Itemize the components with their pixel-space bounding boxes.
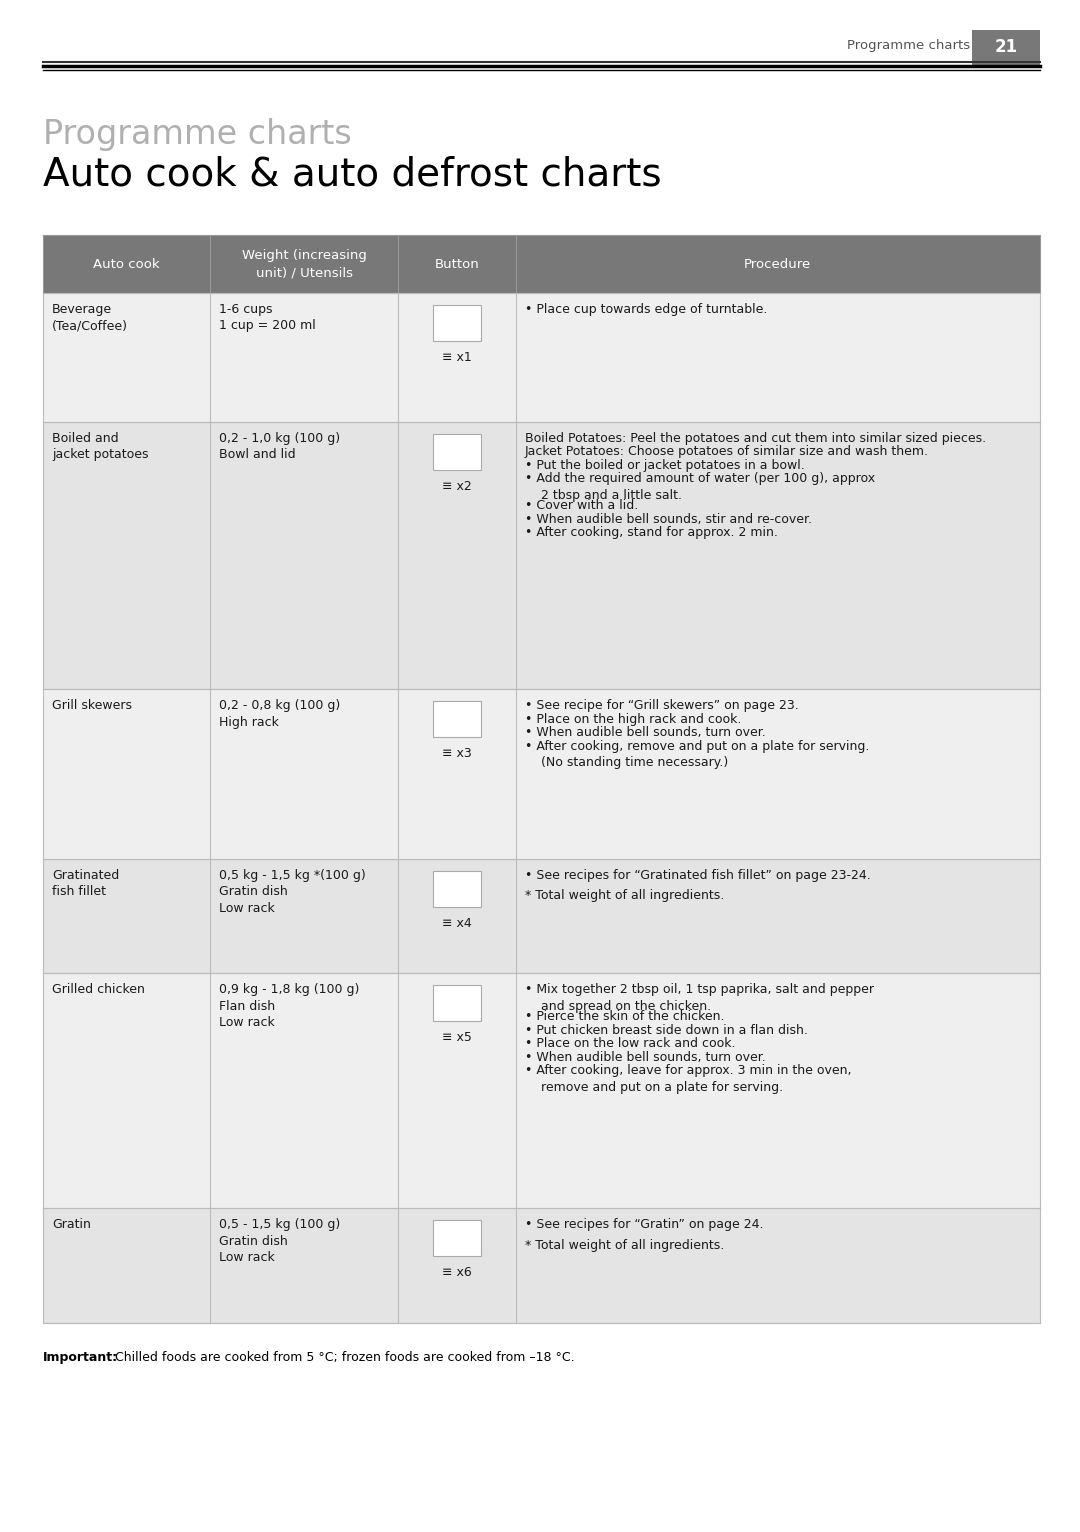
Text: • Cover with a lid.: • Cover with a lid. xyxy=(525,499,638,512)
Text: ≡ x3: ≡ x3 xyxy=(442,748,472,760)
Text: • When audible bell sounds, turn over.: • When audible bell sounds, turn over. xyxy=(525,1051,766,1065)
Text: Beverage
(Tea/Coffee): Beverage (Tea/Coffee) xyxy=(52,303,129,332)
Text: ≡ x1: ≡ x1 xyxy=(442,351,472,365)
Text: ≡ x5: ≡ x5 xyxy=(442,1031,472,1045)
Text: Auto cook & auto defrost charts: Auto cook & auto defrost charts xyxy=(43,155,662,193)
Text: Important:: Important: xyxy=(43,1351,118,1363)
Bar xyxy=(433,702,481,737)
Bar xyxy=(433,1221,481,1256)
Text: 0,5 kg - 1,5 kg *(100 g)
Gratin dish
Low rack: 0,5 kg - 1,5 kg *(100 g) Gratin dish Low… xyxy=(219,869,366,915)
Text: ≡ x6: ≡ x6 xyxy=(442,1267,472,1279)
Text: • After cooking, leave for approx. 3 min in the oven,
    remove and put on a pl: • After cooking, leave for approx. 3 min… xyxy=(525,1065,851,1094)
Bar xyxy=(433,305,481,342)
Text: ≡ x2: ≡ x2 xyxy=(442,480,472,493)
Text: Auto cook: Auto cook xyxy=(94,257,160,271)
Text: • After cooking, remove and put on a plate for serving.
    (No standing time ne: • After cooking, remove and put on a pla… xyxy=(525,740,869,769)
Text: 0,2 - 1,0 kg (100 g)
Bowl and lid: 0,2 - 1,0 kg (100 g) Bowl and lid xyxy=(219,432,340,461)
Text: Grilled chicken: Grilled chicken xyxy=(52,984,145,996)
Text: 21: 21 xyxy=(995,38,1017,57)
Bar xyxy=(43,689,1040,859)
Text: Jacket Potatoes: Choose potatoes of similar size and wash them.: Jacket Potatoes: Choose potatoes of simi… xyxy=(525,446,929,458)
Text: 0,9 kg - 1,8 kg (100 g)
Flan dish
Low rack: 0,9 kg - 1,8 kg (100 g) Flan dish Low ra… xyxy=(219,984,360,1030)
Text: 0,2 - 0,8 kg (100 g)
High rack: 0,2 - 0,8 kg (100 g) High rack xyxy=(219,700,341,729)
Text: • Put chicken breast side down in a flan dish.: • Put chicken breast side down in a flan… xyxy=(525,1023,808,1037)
Text: Programme charts: Programme charts xyxy=(43,118,352,152)
Text: Chilled foods are cooked from 5 °C; frozen foods are cooked from –18 °C.: Chilled foods are cooked from 5 °C; froz… xyxy=(114,1351,575,1363)
Text: Programme charts: Programme charts xyxy=(847,38,970,52)
Bar xyxy=(43,234,1040,293)
Text: Gratin: Gratin xyxy=(52,1218,91,1232)
Bar xyxy=(43,1209,1040,1324)
Bar xyxy=(43,421,1040,689)
Text: Button: Button xyxy=(434,257,480,271)
Bar xyxy=(433,434,481,470)
Text: * Total weight of all ingredients.: * Total weight of all ingredients. xyxy=(525,1238,724,1252)
Text: Weight (increasing
unit) / Utensils: Weight (increasing unit) / Utensils xyxy=(242,250,366,279)
Text: • Mix together 2 tbsp oil, 1 tsp paprika, salt and pepper
    and spread on the : • Mix together 2 tbsp oil, 1 tsp paprika… xyxy=(525,984,874,1013)
Text: 0,5 - 1,5 kg (100 g)
Gratin dish
Low rack: 0,5 - 1,5 kg (100 g) Gratin dish Low rac… xyxy=(219,1218,341,1264)
Text: Boiled Potatoes: Peel the potatoes and cut them into similar sized pieces.: Boiled Potatoes: Peel the potatoes and c… xyxy=(525,432,986,444)
Text: • See recipes for “Gratinated fish fillet” on page 23-24.: • See recipes for “Gratinated fish fille… xyxy=(525,869,870,882)
Bar xyxy=(972,31,1040,64)
Text: • See recipes for “Gratin” on page 24.: • See recipes for “Gratin” on page 24. xyxy=(525,1218,764,1232)
Text: Grill skewers: Grill skewers xyxy=(52,700,132,712)
Text: • After cooking, stand for approx. 2 min.: • After cooking, stand for approx. 2 min… xyxy=(525,527,778,539)
Text: • Put the boiled or jacket potatoes in a bowl.: • Put the boiled or jacket potatoes in a… xyxy=(525,460,805,472)
Text: Gratinated
fish fillet: Gratinated fish fillet xyxy=(52,869,119,898)
Text: • Place cup towards edge of turntable.: • Place cup towards edge of turntable. xyxy=(525,303,767,316)
Text: * Total weight of all ingredients.: * Total weight of all ingredients. xyxy=(525,889,724,902)
Bar xyxy=(43,859,1040,973)
Text: Procedure: Procedure xyxy=(744,257,811,271)
Text: • Place on the high rack and cook.: • Place on the high rack and cook. xyxy=(525,712,741,726)
Text: Boiled and
jacket potatoes: Boiled and jacket potatoes xyxy=(52,432,149,461)
Bar xyxy=(433,985,481,1022)
Text: • When audible bell sounds, turn over.: • When audible bell sounds, turn over. xyxy=(525,726,766,740)
Text: • Pierce the skin of the chicken.: • Pierce the skin of the chicken. xyxy=(525,1011,724,1023)
Bar xyxy=(43,973,1040,1209)
Text: 1-6 cups
1 cup = 200 ml: 1-6 cups 1 cup = 200 ml xyxy=(219,303,316,332)
Text: • When audible bell sounds, stir and re-cover.: • When audible bell sounds, stir and re-… xyxy=(525,513,811,525)
Text: • See recipe for “Grill skewers” on page 23.: • See recipe for “Grill skewers” on page… xyxy=(525,700,798,712)
Text: • Place on the low rack and cook.: • Place on the low rack and cook. xyxy=(525,1037,735,1051)
Bar xyxy=(433,870,481,907)
Bar xyxy=(43,293,1040,421)
Text: • Add the required amount of water (per 100 g), approx
    2 tbsp and a little s: • Add the required amount of water (per … xyxy=(525,472,875,502)
Text: ≡ x4: ≡ x4 xyxy=(442,916,472,930)
